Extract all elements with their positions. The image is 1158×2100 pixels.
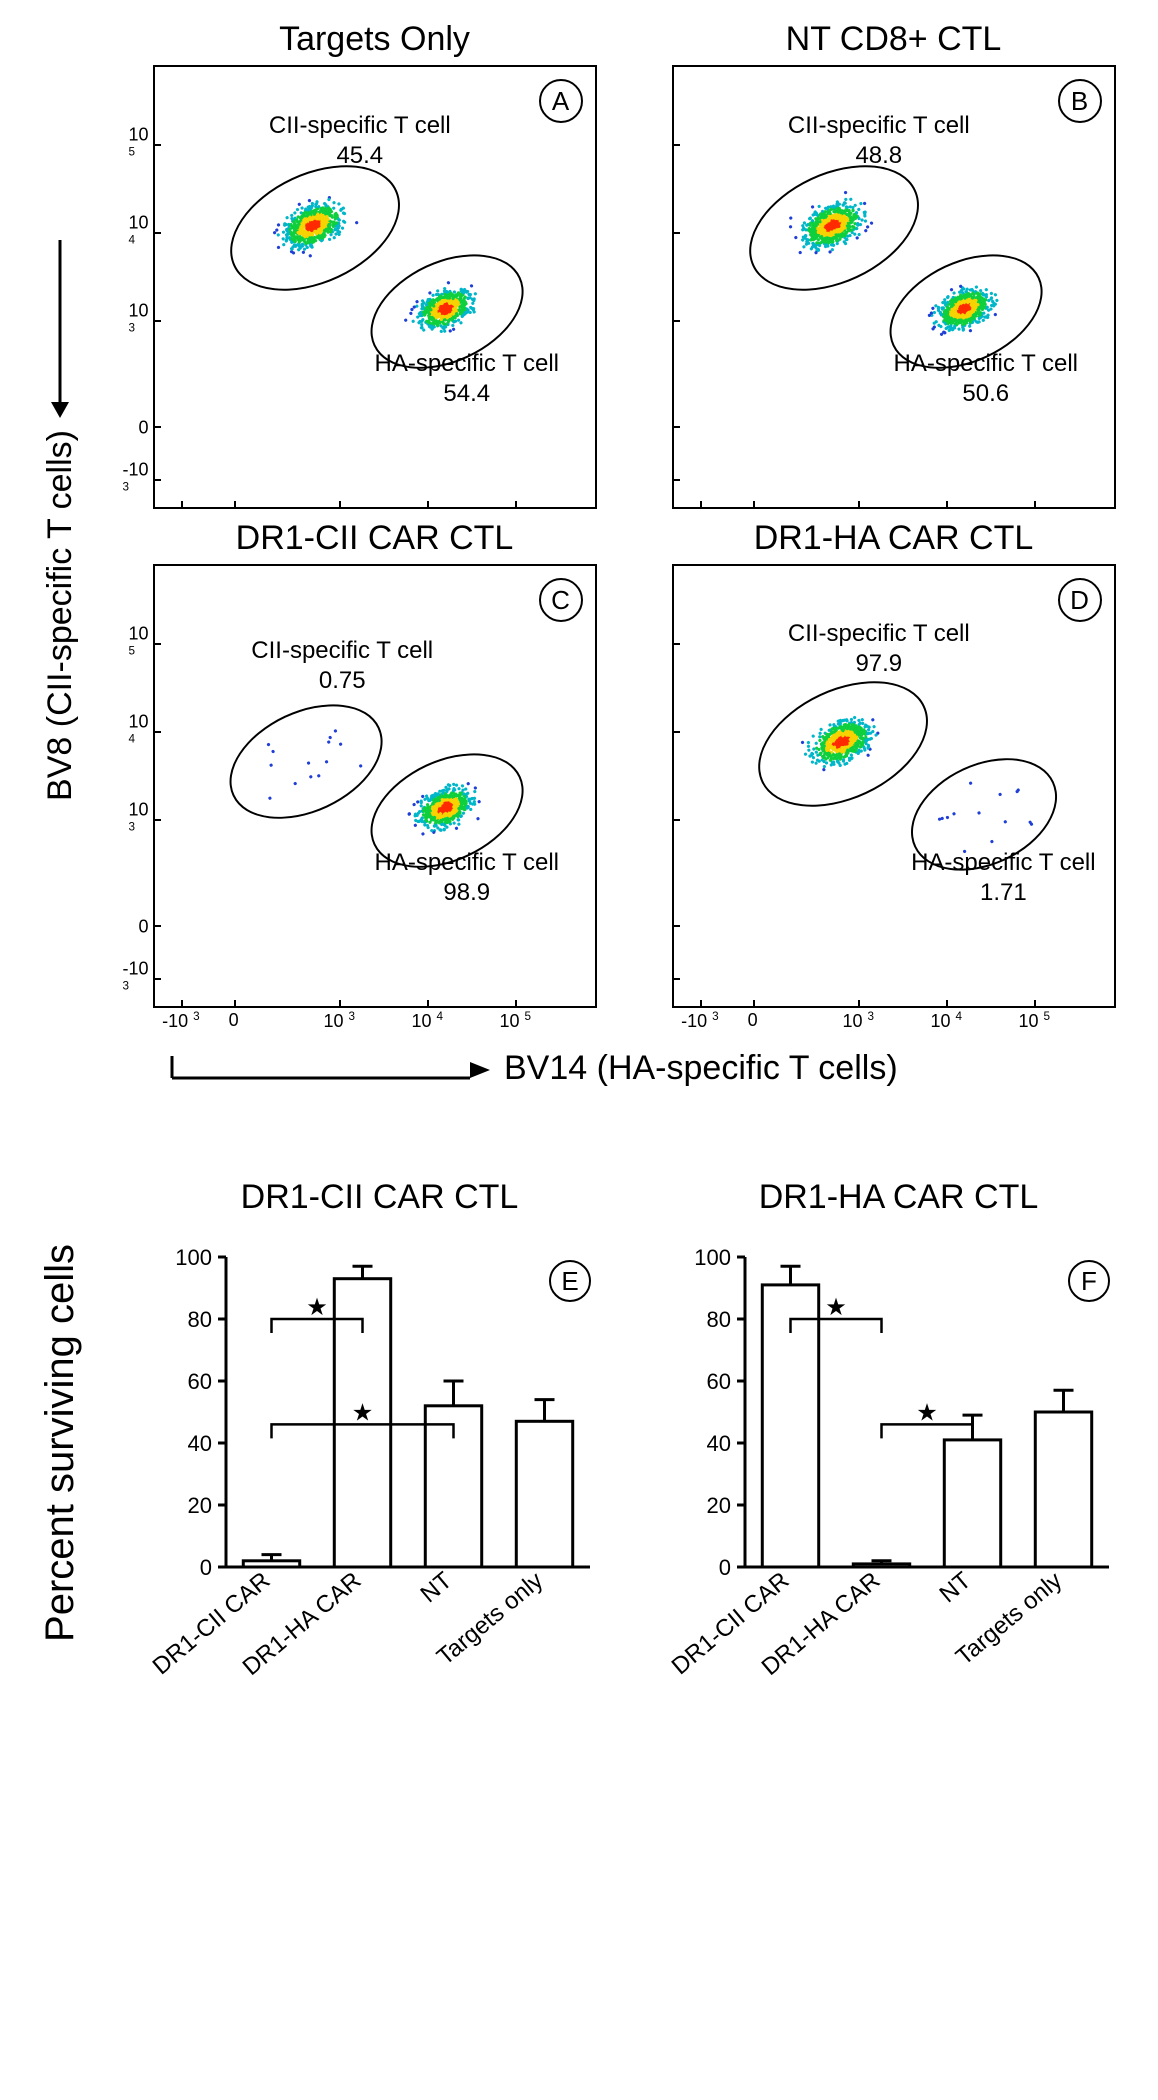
significance-star-icon: ★ — [306, 1294, 328, 1321]
flow-panel-d: DR1-HA CAR CTL CII-specific T cell97.9 HA-… — [672, 519, 1116, 1008]
flow-panel-b: NT CD8+ CTL CII-specific T cell48.8 HA-spe… — [672, 20, 1116, 509]
y-tick-label: 0 — [138, 916, 148, 937]
gate-ha-label: HA-specific T cell54.4 — [375, 349, 560, 409]
flow-plot: CII-specific T cell45.4 HA-specific T cel… — [153, 65, 597, 509]
up-arrow-icon — [41, 238, 80, 418]
category-label: NT — [415, 1567, 457, 1608]
bar-chart-title: DR1-CII CAR CTL — [241, 1178, 519, 1217]
panel-title: DR1-HA CAR CTL — [754, 519, 1034, 558]
y-tick-label: 100 — [694, 1245, 731, 1270]
gate-ha-label: HA-specific T cell50.6 — [894, 349, 1079, 409]
y-tick-label: 40 — [187, 1431, 211, 1456]
bar-chart-title: DR1-HA CAR CTL — [759, 1178, 1039, 1217]
gate-cii-label: CII-specific T cell48.8 — [788, 111, 970, 171]
panel-letter: A — [539, 79, 583, 123]
y-tick-label: 40 — [706, 1431, 730, 1456]
bar-chart: 020406080100DR1-CII CARDR1-HA CARNTTarge… — [669, 1227, 1129, 1707]
gate-ha-label: HA-specific T cell98.9 — [375, 848, 560, 908]
flow-y-axis-label: BV8 (CII-specific T cells) — [41, 238, 80, 801]
category-label: NT — [934, 1567, 976, 1608]
bar — [516, 1421, 572, 1567]
y-tick-label: 20 — [706, 1493, 730, 1518]
x-tick-label: 10 4 — [412, 1010, 444, 1032]
y-tick-label: 10 4 — [128, 712, 148, 755]
panel-title: DR1-CII CAR CTL — [236, 519, 514, 558]
bar — [853, 1564, 909, 1567]
flow-panel-c: DR1-CII CAR CTL CII-specific T cell0.75 HA… — [153, 519, 597, 1008]
panel-title: NT CD8+ CTL — [786, 20, 1002, 59]
panel-title: Targets Only — [279, 20, 470, 59]
panel-letter: C — [539, 578, 583, 622]
y-tick-label: 10 5 — [128, 125, 148, 168]
significance-star-icon: ★ — [825, 1294, 847, 1321]
gate-ha-label: HA-specific T cell1.71 — [911, 848, 1096, 908]
x-tick-label: 0 — [229, 1010, 239, 1031]
significance-star-icon: ★ — [916, 1399, 938, 1426]
x-tick-label: 10 3 — [324, 1010, 356, 1032]
gate-cii-label: CII-specific T cell45.4 — [269, 111, 451, 171]
panel-letter: B — [1058, 79, 1102, 123]
x-tick-label: -10 3 — [162, 1010, 200, 1032]
x-tick-label: 10 4 — [931, 1010, 963, 1032]
bar — [1035, 1412, 1091, 1567]
flow-x-axis-label: BV14 (HA-specific T cells) — [170, 1049, 898, 1088]
flow-plot: CII-specific T cell0.75 HA-specific T cel… — [153, 564, 597, 1008]
right-arrow-icon — [170, 1054, 490, 1082]
flow-y-axis-text: BV8 (CII-specific T cells) — [41, 430, 80, 801]
y-tick-label: 80 — [187, 1307, 211, 1332]
y-tick-label: -10 3 — [122, 958, 148, 1001]
y-tick-label: 0 — [138, 417, 148, 438]
flow-plot: CII-specific T cell97.9 HA-specific T cel… — [672, 564, 1116, 1008]
y-tick-label: 20 — [187, 1493, 211, 1518]
flow-panel-a: Targets Only CII-specific T cell45.4 HA-sp… — [153, 20, 597, 509]
bar — [243, 1561, 299, 1567]
gate-cii-label: CII-specific T cell97.9 — [788, 619, 970, 679]
y-tick-label: 10 5 — [128, 624, 148, 667]
x-tick-label: 10 3 — [843, 1010, 875, 1032]
bar — [944, 1440, 1000, 1567]
x-tick-label: 10 5 — [500, 1010, 532, 1032]
significance-star-icon: ★ — [351, 1399, 373, 1426]
y-tick-label: 0 — [199, 1555, 211, 1580]
y-tick-label: 0 — [718, 1555, 730, 1580]
y-tick-label: 60 — [706, 1369, 730, 1394]
panel-letter: F — [1081, 1266, 1097, 1296]
y-tick-label: 10 3 — [128, 800, 148, 843]
y-tick-label: 60 — [187, 1369, 211, 1394]
gate-cii-label: CII-specific T cell0.75 — [251, 636, 433, 696]
y-tick-label: 80 — [706, 1307, 730, 1332]
x-tick-label: -10 3 — [681, 1010, 719, 1032]
y-tick-label: -10 3 — [122, 459, 148, 502]
bar-y-axis-label: Percent surviving cells — [38, 1244, 83, 1642]
flow-plot: CII-specific T cell48.8 HA-specific T cel… — [672, 65, 1116, 509]
bar-panel-e: DR1-CII CAR CTL020406080100DR1-CII CARDR… — [140, 1178, 619, 1707]
x-tick-label: 0 — [748, 1010, 758, 1031]
y-tick-label: 10 4 — [128, 213, 148, 256]
flow-x-axis-text: BV14 (HA-specific T cells) — [504, 1049, 898, 1088]
x-tick-label: 10 5 — [1019, 1010, 1051, 1032]
panel-letter: D — [1058, 578, 1102, 622]
bar-panel-f: DR1-HA CAR CTL020406080100DR1-CII CARDR1… — [659, 1178, 1138, 1707]
y-tick-label: 100 — [175, 1245, 212, 1270]
panel-letter: E — [561, 1266, 578, 1296]
bar-chart: 020406080100DR1-CII CARDR1-HA CARNTTarge… — [150, 1227, 610, 1707]
y-tick-label: 10 3 — [128, 301, 148, 344]
